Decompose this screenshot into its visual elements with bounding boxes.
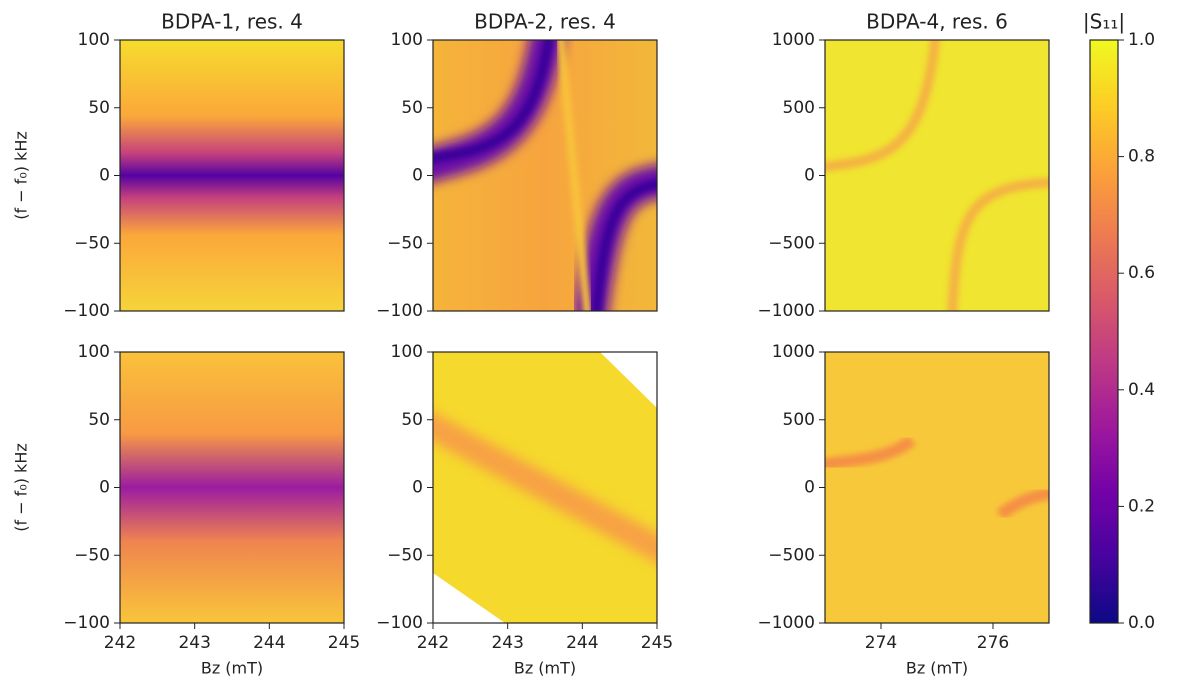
- y-tick-label: 50: [88, 98, 110, 118]
- y-tick-label: −100: [63, 613, 110, 633]
- x-tick-label: 243: [491, 633, 523, 653]
- y-tick-label: −50: [387, 545, 423, 565]
- heatmap-image: [825, 40, 1049, 311]
- colorbar-title: |S₁₁|: [1083, 10, 1125, 34]
- y-tick-label: 50: [401, 410, 423, 430]
- y-tick-label: 500: [783, 410, 815, 430]
- x-tick-label: 242: [104, 633, 136, 653]
- x-tick-label: 245: [641, 633, 673, 653]
- y-tick-label: 0: [804, 478, 815, 498]
- x-axis-label: Bz (mT): [906, 659, 968, 678]
- x-tick-label: 244: [253, 633, 285, 653]
- heatmap-image: [120, 40, 344, 311]
- colorbar-image: [1090, 40, 1118, 623]
- x-tick-label: 243: [178, 633, 210, 653]
- y-tick-label: 0.8: [1128, 147, 1155, 167]
- y-tick-label: −50: [74, 233, 110, 253]
- y-tick-label: 0: [99, 478, 110, 498]
- y-tick-label: 0: [99, 166, 110, 186]
- y-tick-label: −1000: [757, 301, 815, 321]
- y-tick-label: 1000: [772, 30, 815, 50]
- heatmap-image: [825, 352, 1049, 623]
- heatmap-image: [433, 352, 657, 623]
- x-tick-label: 274: [865, 633, 897, 653]
- y-tick-label: 100: [78, 30, 110, 50]
- y-tick-label: −1000: [757, 613, 815, 633]
- x-tick-label: 276: [977, 633, 1009, 653]
- y-tick-label: −100: [376, 301, 423, 321]
- panel-title: BDPA-4, res. 6: [866, 10, 1008, 34]
- x-tick-label: 242: [417, 633, 449, 653]
- y-tick-label: 1000: [772, 342, 815, 362]
- y-tick-label: 50: [401, 98, 423, 118]
- y-axis-label: (f − f₀) kHz: [12, 443, 31, 532]
- panel-title: BDPA-2, res. 4: [474, 10, 616, 34]
- y-tick-label: −500: [768, 233, 815, 253]
- y-tick-label: −50: [74, 545, 110, 565]
- y-tick-label: 100: [78, 342, 110, 362]
- heatmap-image: [120, 352, 344, 623]
- y-tick-label: −500: [768, 545, 815, 565]
- y-tick-label: 0.2: [1128, 496, 1155, 516]
- y-tick-label: 1.0: [1128, 30, 1155, 50]
- y-tick-label: −100: [63, 301, 110, 321]
- y-tick-label: 0: [804, 166, 815, 186]
- y-tick-label: 0.4: [1128, 380, 1155, 400]
- axes-frame: [1089, 39, 1119, 624]
- y-tick-label: 0: [412, 166, 423, 186]
- heatmap-image: [433, 40, 657, 311]
- y-tick-label: 0.6: [1128, 263, 1155, 283]
- y-tick-label: 50: [88, 410, 110, 430]
- x-tick-label: 245: [328, 633, 360, 653]
- x-axis-label: Bz (mT): [201, 659, 263, 678]
- y-tick-label: 100: [391, 342, 423, 362]
- x-axis-label: Bz (mT): [514, 659, 576, 678]
- y-tick-label: 500: [783, 98, 815, 118]
- y-tick-label: −100: [376, 613, 423, 633]
- x-tick-label: 244: [566, 633, 598, 653]
- y-tick-label: 100: [391, 30, 423, 50]
- y-tick-label: 0.0: [1128, 613, 1155, 633]
- y-tick-label: 0: [412, 478, 423, 498]
- heatmap-images: [120, 40, 1118, 623]
- panel-title: BDPA-1, res. 4: [161, 10, 303, 34]
- y-axis-label: (f − f₀) kHz: [12, 131, 31, 220]
- y-tick-label: −50: [387, 233, 423, 253]
